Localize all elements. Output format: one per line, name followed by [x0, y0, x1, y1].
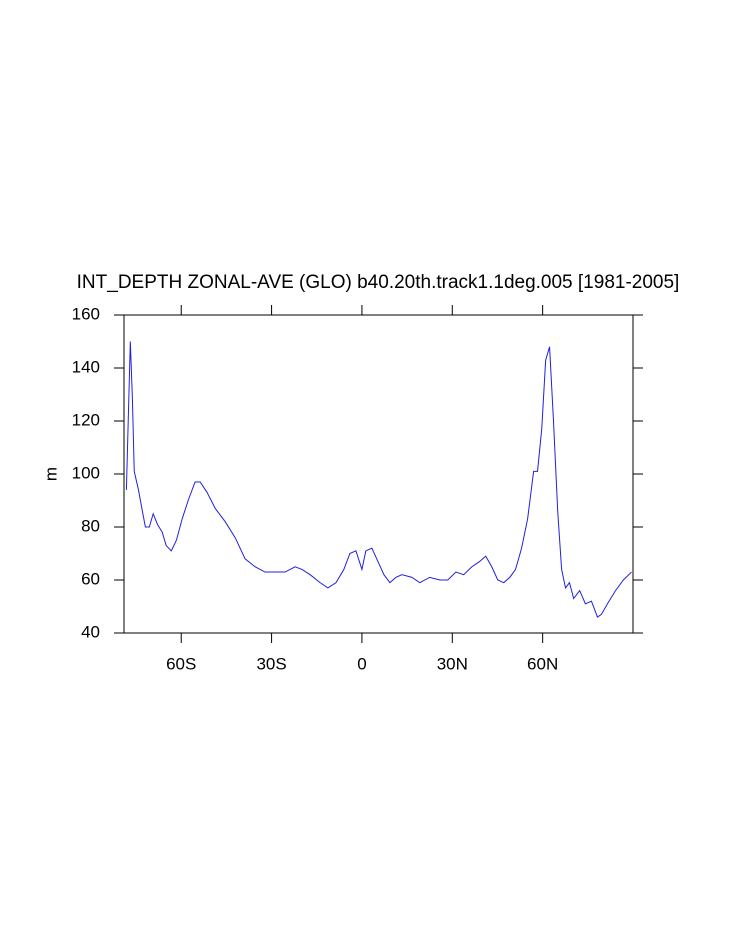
- y-tick-label: 40: [81, 622, 100, 641]
- y-axis-label: m: [41, 467, 60, 481]
- y-tick-label: 140: [72, 357, 100, 376]
- x-tick-label: 30S: [256, 654, 286, 673]
- y-tick-label: 60: [81, 569, 100, 588]
- x-tick-label: 60S: [166, 654, 196, 673]
- chart-title: INT_DEPTH ZONAL-AVE (GLO) b40.20th.track…: [77, 272, 680, 293]
- y-tick-label: 100: [72, 463, 100, 482]
- data-line: [125, 341, 632, 618]
- y-tick-label: 80: [81, 516, 100, 535]
- y-tick-label: 120: [72, 410, 100, 429]
- x-tick-label: 60N: [527, 654, 558, 673]
- y-tick-label: 160: [72, 304, 100, 323]
- x-tick-label: 0: [357, 654, 366, 673]
- x-tick-label: 30N: [437, 654, 468, 673]
